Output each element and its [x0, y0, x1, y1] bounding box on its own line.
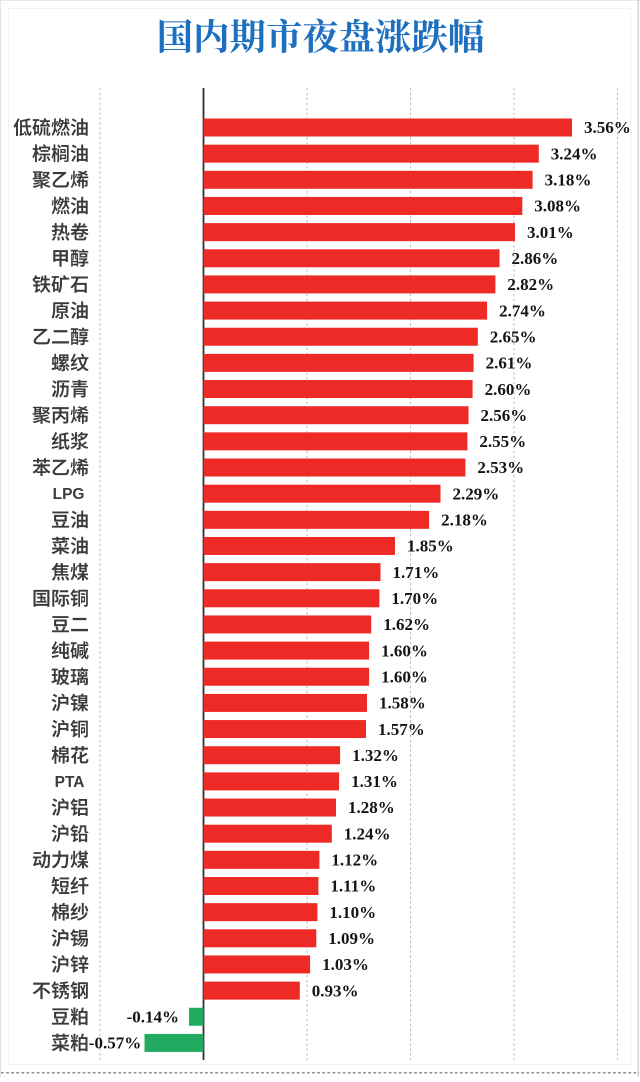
svg-text:1.71%: 1.71%: [393, 563, 440, 582]
svg-text:1.12%: 1.12%: [331, 851, 378, 870]
svg-text:1.09%: 1.09%: [328, 929, 375, 948]
svg-text:1.32%: 1.32%: [352, 746, 399, 765]
svg-text:1.60%: 1.60%: [381, 667, 428, 686]
svg-text:1.58%: 1.58%: [379, 694, 426, 713]
svg-text:1.60%: 1.60%: [381, 641, 428, 660]
svg-text:2.74%: 2.74%: [499, 301, 546, 320]
svg-text:2.82%: 2.82%: [507, 275, 554, 294]
svg-text:2.60%: 2.60%: [485, 380, 532, 399]
svg-text:2.56%: 2.56%: [481, 406, 528, 425]
svg-text:3.01%: 3.01%: [527, 223, 574, 242]
svg-text:PTA: PTA: [55, 774, 85, 791]
svg-text:-0.57%: -0.57%: [89, 1034, 141, 1053]
svg-text:1.24%: 1.24%: [344, 824, 391, 843]
svg-text:2.65%: 2.65%: [490, 327, 537, 346]
svg-text:3.24%: 3.24%: [551, 144, 598, 163]
svg-text:2.55%: 2.55%: [479, 432, 526, 451]
svg-text:1.10%: 1.10%: [329, 903, 376, 922]
svg-text:-0.14%: -0.14%: [127, 1007, 179, 1026]
svg-text:LPG: LPG: [53, 486, 85, 503]
svg-text:2.29%: 2.29%: [453, 484, 500, 503]
svg-text:1.85%: 1.85%: [407, 537, 454, 556]
svg-text:1.70%: 1.70%: [391, 589, 438, 608]
svg-text:1.57%: 1.57%: [378, 720, 425, 739]
svg-text:2.53%: 2.53%: [477, 458, 524, 477]
svg-text:1.03%: 1.03%: [322, 955, 369, 974]
svg-text:3.18%: 3.18%: [545, 171, 592, 190]
svg-text:2.18%: 2.18%: [441, 511, 488, 530]
svg-text:1.28%: 1.28%: [348, 798, 395, 817]
svg-text:0.93%: 0.93%: [312, 981, 359, 1000]
svg-text:1.11%: 1.11%: [330, 877, 376, 896]
svg-text:2.61%: 2.61%: [486, 354, 533, 373]
svg-text:3.56%: 3.56%: [584, 118, 631, 137]
svg-text:1.31%: 1.31%: [351, 772, 398, 791]
svg-text:2.86%: 2.86%: [512, 249, 559, 268]
svg-text:3.08%: 3.08%: [534, 197, 581, 216]
svg-text:1.62%: 1.62%: [383, 615, 430, 634]
